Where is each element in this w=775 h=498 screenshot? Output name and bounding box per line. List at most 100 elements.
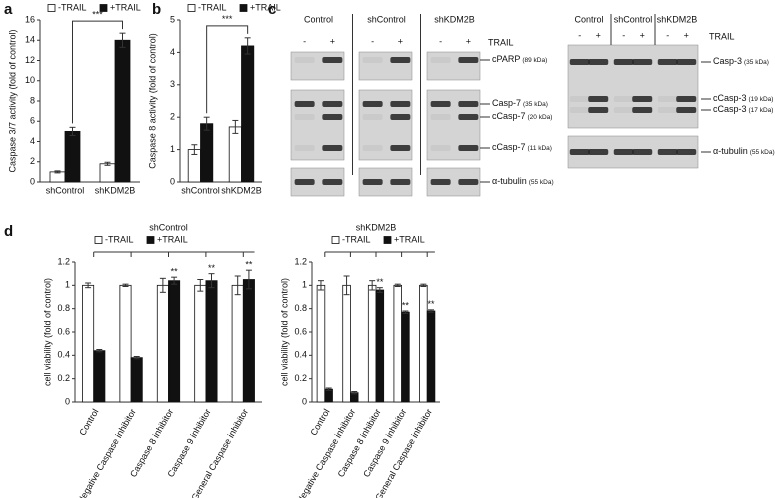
band [569,59,590,65]
band [294,114,315,120]
band [294,145,315,151]
error-bar [197,279,204,292]
band [362,145,383,151]
lane-label: - [666,30,669,40]
band [613,59,634,65]
error-bar [394,283,401,287]
legend-label: +TRAIL [250,2,281,12]
significance: *** [92,10,103,20]
bar [205,280,218,403]
band-label: cCasp-3 (17 kDa) [713,104,773,114]
band-name: cCasp-3 [713,93,747,103]
error-bar [208,273,215,289]
y-tick-label: 0 [302,396,307,406]
error-bar [325,387,332,391]
bar [119,284,132,403]
lane-label: + [684,30,689,40]
band-size: (89 kDa) [522,57,547,64]
error-bar [133,356,140,360]
band [613,107,634,113]
error-bar [159,277,166,293]
error-bar [402,310,409,314]
band [569,96,590,102]
significance: ** [402,300,410,310]
bar [82,284,95,403]
blot-membrane [567,44,699,129]
legend-swatch [187,4,196,12]
legend-label: -TRAIL [342,234,371,244]
band-name: cPARP [492,54,520,64]
error-bar [104,161,111,166]
band-label: α-tubulin (55 kDa) [713,146,775,156]
significance: ** [428,299,436,309]
y-tick-label: 12 [25,55,35,65]
legend-swatch [94,236,103,244]
blot-membrane [358,51,413,81]
legend-label: +TRAIL [157,234,188,244]
y-tick-label: 6 [30,116,35,126]
bar [324,388,333,403]
significance: ** [376,277,384,287]
bar [99,163,116,183]
bar [419,284,428,403]
error-bar [244,37,251,55]
band [458,57,479,63]
bar [401,311,410,403]
bar [64,130,81,183]
chart-title: shKDM2B [356,222,397,232]
bar [49,171,66,183]
y-tick-label: 0 [170,176,175,186]
band [676,107,697,113]
y-tick-label: 1 [65,280,70,290]
band-name: cCasp-7 [492,111,526,121]
band [294,101,315,107]
error-bar [376,287,383,293]
band [362,101,383,107]
band [657,59,678,65]
band [657,149,678,155]
band [588,59,609,65]
band [322,114,343,120]
band-size: (11 kDa) [528,145,552,152]
bar [426,310,436,403]
error-bar [203,116,210,131]
bar [228,126,242,183]
band [458,101,479,107]
x-tick-label: shKDM2B [95,185,136,195]
lane-label: + [596,30,601,40]
bracket [72,20,123,124]
band [430,179,451,185]
group-label: shControl [614,14,653,24]
band [322,101,343,107]
error-bar [234,275,241,296]
treatment-label: TRAIL [709,31,735,41]
legend-swatch [239,4,248,12]
band [362,179,383,185]
y-tick-label: 1 [302,280,307,290]
legend-label: -TRAIL [198,2,227,12]
error-bar [122,283,129,287]
y-tick-label: 0.4 [57,350,70,360]
band-name: cCasp-3 [713,104,747,114]
band [657,96,678,102]
band [676,149,697,155]
band [632,59,653,65]
legend-label: -TRAIL [105,234,134,244]
band [362,114,383,120]
y-tick-label: 2 [170,112,175,122]
error-bar [96,349,103,353]
lane-label: - [439,36,442,46]
y-axis-label: Caspase 8 activity (fold of control) [147,33,157,169]
panel-letter: c [268,1,276,18]
bar [93,350,106,403]
band [390,101,411,107]
blot-membrane [290,51,345,81]
band [657,107,678,113]
group-label: Control [574,14,603,24]
y-tick-label: 0.2 [294,373,307,383]
bar [114,39,131,183]
y-tick-label: 4 [170,47,175,57]
bar [194,284,207,403]
band-size: (55 kDa) [750,149,775,156]
band [676,59,697,65]
